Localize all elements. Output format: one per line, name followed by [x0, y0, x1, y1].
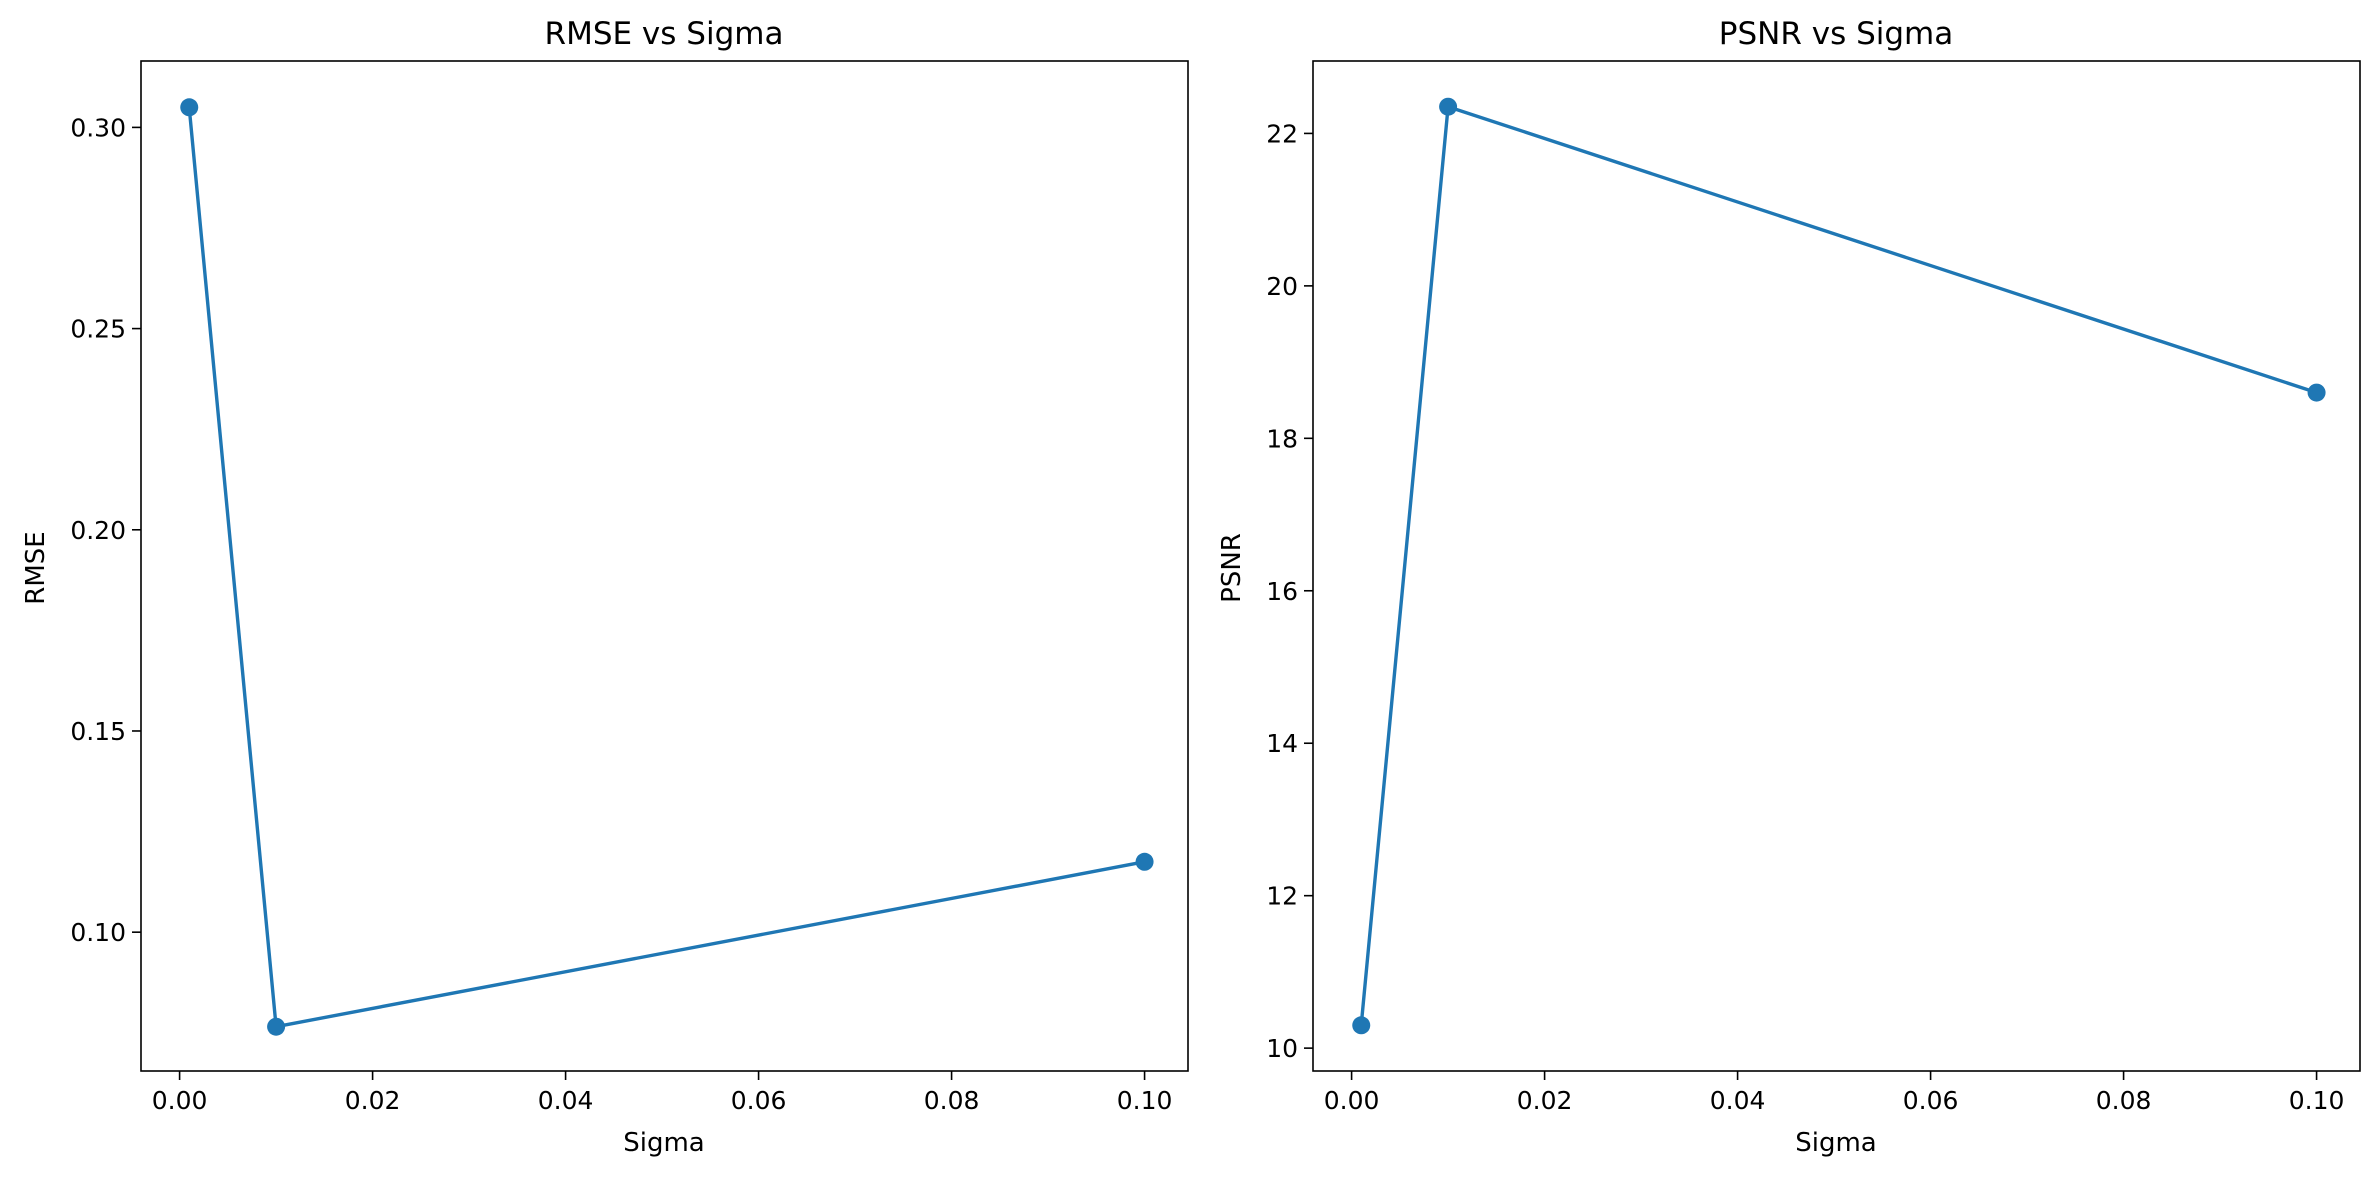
x-tick-label: 0.04	[538, 1086, 594, 1115]
series-line	[1359, 104, 2318, 1026]
y-tick-label: 0.10	[70, 918, 126, 947]
x-tick-label: 0.02	[345, 1086, 401, 1115]
data-point	[1352, 1016, 1371, 1035]
psnr-chart-panel: PSNR vs Sigma Sigma PSNR 0.00 0.02 0.04 0.0…	[1217, 16, 2361, 1158]
x-tick-label: 0.10	[2289, 1086, 2345, 1115]
x-tick-label: 0.00	[1324, 1086, 1380, 1115]
x-tick-label: 0.06	[1903, 1086, 1959, 1115]
y-tick-label: 16	[1266, 577, 1298, 606]
data-point	[267, 1017, 286, 1036]
plot-frame	[140, 60, 1189, 1072]
tick-group: 0.00 0.02 0.04 0.06 0.08 0.10 10 12 14 16 18 20 22	[1266, 119, 2344, 1115]
x-tick-label: 0.00	[152, 1086, 208, 1115]
y-tick-label: 12	[1266, 882, 1298, 911]
series-group	[180, 98, 1154, 1036]
series-group	[1352, 97, 2326, 1035]
x-tick-label: 0.08	[2096, 1086, 2152, 1115]
y-tick-label: 20	[1266, 272, 1298, 301]
chart-title: PSNR vs Sigma	[1719, 16, 1953, 52]
x-axis-label: Sigma	[623, 1128, 705, 1158]
data-point	[180, 98, 199, 117]
tick-group: 0.00 0.02 0.04 0.06 0.08 0.10 0.10 0.15 0.20 0.25…	[70, 113, 1172, 1115]
x-tick-label: 0.10	[1117, 1086, 1173, 1115]
y-tick-label: 0.15	[70, 717, 126, 746]
x-axis-label: Sigma	[1795, 1128, 1877, 1158]
y-tick-label: 0.20	[70, 516, 126, 545]
rmse-chart-panel: RMSE vs Sigma Sigma RMSE 0.00 0.02 0.04 0.0…	[21, 16, 1189, 1158]
y-tick-label: 0.25	[70, 315, 126, 344]
y-tick-label: 14	[1266, 729, 1298, 758]
y-tick-label: 10	[1266, 1034, 1298, 1063]
plot-frame	[1312, 60, 2361, 1072]
x-tick-label: 0.02	[1517, 1086, 1573, 1115]
x-tick-label: 0.06	[731, 1086, 787, 1115]
y-tick-label: 18	[1266, 424, 1298, 453]
y-tick-label: 0.30	[70, 113, 126, 142]
series-line	[187, 107, 1145, 1029]
y-axis-label: PSNR	[1217, 533, 1247, 603]
y-tick-label: 22	[1266, 119, 1298, 148]
data-point	[2307, 383, 2326, 402]
data-point	[1135, 852, 1154, 871]
x-tick-label: 0.08	[924, 1086, 980, 1115]
y-axis-label: RMSE	[21, 531, 51, 604]
data-point	[1439, 97, 1458, 116]
x-tick-label: 0.04	[1710, 1086, 1766, 1115]
chart-title: RMSE vs Sigma	[545, 16, 784, 52]
